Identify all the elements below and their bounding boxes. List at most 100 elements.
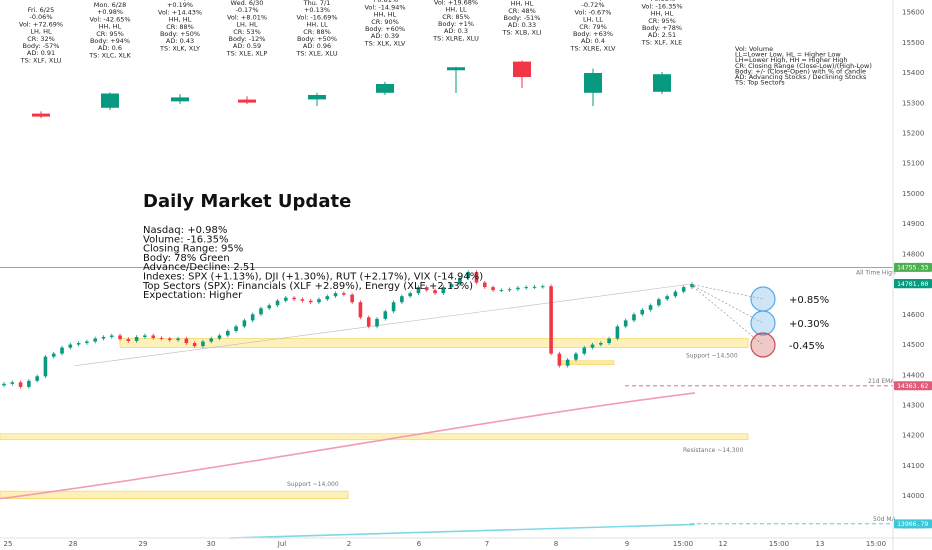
daily-note-text: Body: -12% (229, 35, 266, 43)
intraday-candle (615, 326, 620, 339)
zone-label: Support ~14,000 (287, 481, 339, 488)
all-time-high-label: All Time High (856, 269, 896, 276)
y-tick-label: 14200 (902, 432, 924, 440)
intraday-candle (85, 341, 89, 344)
update-line: Volume: -16.35% (143, 234, 228, 245)
y-tick-label: 15100 (902, 160, 924, 168)
intraday-candle (209, 338, 214, 342)
intraday-candle (192, 343, 197, 347)
daily-note-text: LH, LL (583, 16, 603, 24)
daily-note-text: Body: -57% (23, 42, 60, 50)
intraday-candle (118, 335, 122, 340)
zone-band (0, 433, 749, 441)
daily-note-text: CR: 53% (233, 28, 261, 36)
daily-candle (513, 61, 531, 77)
intraday-candle (284, 297, 288, 301)
intraday-candle (126, 339, 131, 341)
update-title: Daily Market Update (143, 191, 351, 212)
daily-note-text: TS: XLF, XLE (641, 38, 682, 46)
daily-market-update: Daily Market Update Nasdaq: +0.98%Volume… (142, 191, 483, 301)
projection-line (689, 283, 764, 300)
daily-candle (101, 93, 119, 108)
intraday-candle (93, 338, 97, 342)
intraday-candle (10, 382, 15, 384)
y-tick-label: 14800 (902, 250, 924, 258)
legend-line: AD: Advancing Stocks / Declining Stocks (735, 73, 867, 81)
intraday-candle (565, 359, 570, 366)
daily-note-text: Body: +63% (573, 30, 613, 38)
update-line: Closing Range: 95% (143, 244, 243, 255)
daily-note-text: CR: 95% (648, 17, 676, 25)
intraday-candle (51, 353, 56, 357)
intraday-candle (516, 287, 520, 290)
intraday-candles (2, 270, 694, 389)
daily-note-text: CR: 85% (442, 13, 470, 21)
daily-note-text: Thu. 7/1 (303, 0, 331, 7)
intraday-candle (391, 302, 396, 312)
intraday-candle (350, 294, 354, 303)
daily-candle (171, 97, 189, 102)
intraday-candle (441, 287, 446, 294)
intraday-candle (424, 287, 429, 291)
x-tick-label: 25 (4, 540, 13, 548)
legend-line: CR: Closing Range (Close-Low)/(High-Low) (735, 62, 872, 70)
daily-note-text: +0.19% (167, 1, 193, 9)
intraday-candle (673, 291, 678, 297)
projection-line (689, 283, 764, 324)
daily-note-text: Body: +50% (297, 35, 337, 43)
intraday-candle (681, 287, 686, 292)
intraday-candle (109, 335, 114, 338)
ma-50-tag (894, 519, 932, 529)
x-tick-label: 15:00 (866, 540, 886, 548)
update-line: Nasdaq: +0.98% (143, 225, 227, 236)
daily-note-text: Body: -51% (504, 14, 541, 22)
intraday-candle (574, 353, 578, 360)
intraday-candle (325, 296, 330, 300)
daily-note-text: TS: XLF, XLU (20, 56, 62, 64)
intraday-candle (416, 287, 421, 294)
intraday-candle (68, 344, 73, 348)
intraday-candle (648, 305, 653, 310)
intraday-candle (549, 286, 553, 354)
intraday-candle (342, 293, 346, 295)
y-tick-label: 15200 (902, 129, 924, 137)
x-axis[interactable]: 25 28 29 30 Jul 2 6 7 8 9 15:00 12 15:00 13 15:00 (0, 537, 932, 548)
intraday-candle (143, 335, 147, 338)
daily-note-text: CR: 88% (303, 28, 331, 36)
x-tick-label: 7 (485, 540, 489, 548)
intraday-candle (201, 341, 205, 347)
intraday-candle (159, 337, 164, 339)
intraday-candle (2, 383, 6, 386)
zones: Support ~14,500 Resistance ~14,300 Support… (0, 338, 749, 500)
x-tick-label: 15:00 (769, 540, 789, 548)
daily-candle (376, 84, 394, 93)
intraday-candle (60, 347, 64, 354)
intraday-candle (507, 289, 512, 291)
close-price-tag-text: 14701.00 (897, 280, 928, 288)
intraday-candle (333, 293, 338, 297)
intraday-candle (491, 287, 495, 291)
x-tick-label: 6 (417, 540, 422, 548)
zone-band (119, 338, 749, 348)
x-tick-label: 9 (625, 540, 629, 548)
intraday-candle (400, 296, 404, 303)
y-tick-label: 15400 (902, 69, 924, 77)
ema-21-line (0, 392, 696, 500)
intraday-candle (167, 338, 172, 341)
daily-note-text: Vol: +19.68% (434, 0, 478, 6)
intraday-candle (557, 353, 562, 366)
daily-note-text: Mon. 6/28 (94, 1, 126, 9)
daily-note-text: AD: 0.33 (508, 21, 536, 29)
intraday-candle (259, 308, 263, 315)
daily-note-text: Body: +1% (438, 20, 474, 28)
intraday-candle (184, 338, 189, 344)
ma-50-line (229, 523, 696, 539)
daily-note-text: Body: +50% (160, 30, 200, 38)
intraday-candle (640, 309, 645, 315)
legend-line: LH=Lower High, HH = Higher High (735, 56, 848, 64)
daily-note-text: TS: XLE, XLP (226, 49, 268, 57)
intraday-candle (176, 338, 180, 341)
daily-note-text: Tue. 6/29 (164, 0, 195, 2)
y-axis[interactable]: 1390014000141001420014300144001450014600… (892, 0, 932, 550)
update-line: Advance/Decline: 2.51 (143, 262, 256, 273)
